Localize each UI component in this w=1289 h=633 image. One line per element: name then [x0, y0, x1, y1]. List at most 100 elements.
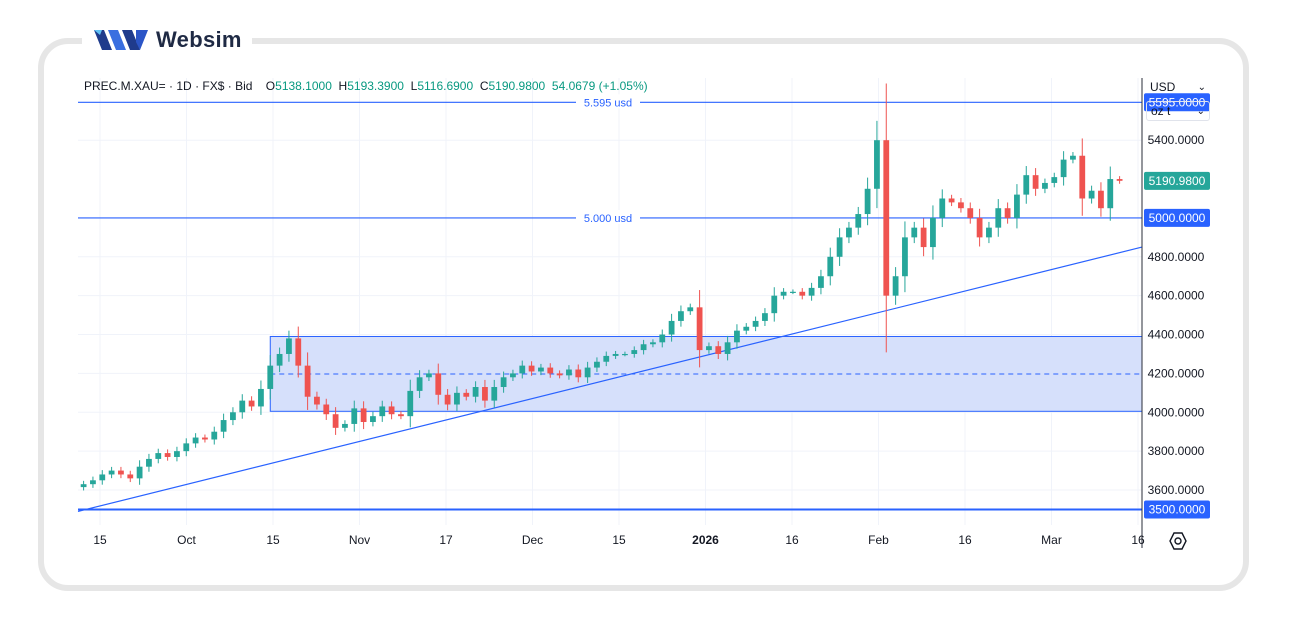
candle-body [1070, 155, 1076, 160]
candle-body [818, 276, 824, 288]
candle-body [603, 355, 610, 362]
chart-frame [38, 38, 1249, 591]
candle-body [454, 392, 460, 405]
candle-body [435, 373, 442, 395]
candle-body [1051, 177, 1058, 183]
candle-body [790, 291, 796, 293]
chevron-down-icon: ⌄ [1197, 81, 1206, 93]
candle-body [883, 140, 890, 296]
time-tick-label: 16 [958, 533, 972, 547]
candle-body [108, 470, 115, 475]
candle-body [416, 377, 423, 391]
time-tick-label: 16 [785, 533, 799, 547]
candle-body [370, 416, 376, 422]
currency-value: USD [1150, 80, 1176, 94]
candle-body [1032, 175, 1039, 189]
candle-body [248, 400, 255, 407]
low-label: L [410, 79, 418, 93]
price-axis[interactable]: 5400.0000 4800.0000 4600.0000 4400.0000 4200… [1148, 133, 1205, 497]
price-tick-label: 4800.0000 [1148, 250, 1205, 264]
candle-body [640, 344, 647, 351]
time-tick-label: Feb [868, 533, 889, 547]
candle-body [874, 140, 880, 189]
candle-body [1116, 179, 1123, 181]
time-axis[interactable]: 15 Oct 15 Nov 17 Dec 15 2026 16 Feb 16 Mar 16 [93, 533, 1145, 547]
candle-body [80, 484, 87, 488]
time-tick-label: 16 [1131, 533, 1145, 547]
level-badge: 3500.0000 [1149, 502, 1206, 516]
candle-body [136, 466, 143, 479]
candle-body [836, 237, 843, 257]
candle-body [155, 453, 162, 459]
last-price-badge-bg [1144, 171, 1210, 190]
candle-body [146, 458, 152, 467]
candle-body [958, 202, 964, 209]
currency-select[interactable]: USD ⌄ [1146, 77, 1210, 97]
separator: · [227, 79, 232, 93]
candle-body [304, 365, 311, 397]
candle-body [659, 334, 666, 343]
time-tick-label: 15 [612, 533, 626, 547]
data-source: FX$ [202, 79, 225, 93]
candle-body [566, 369, 572, 376]
level-label-bg [576, 94, 640, 109]
interval: 1D [176, 79, 192, 93]
price-tick-label: 4200.0000 [1148, 366, 1205, 380]
candle-body [1042, 182, 1048, 189]
candle-body [855, 214, 862, 228]
candle-body [230, 412, 236, 421]
candle-body [967, 208, 974, 218]
separator: · [195, 79, 200, 93]
high-label: H [338, 79, 348, 93]
change-value: 54.0679 (+1.05%) [551, 79, 648, 93]
candle-body [696, 307, 703, 351]
candle-body [687, 307, 694, 312]
separator: · [169, 79, 174, 93]
candle-body [752, 320, 759, 327]
symbol-name[interactable]: PREC.M.XAU= [84, 79, 166, 93]
candle-body [976, 217, 983, 238]
candle-body [948, 198, 955, 203]
candle-body [500, 377, 507, 388]
candle-body [407, 390, 414, 417]
candle-body [771, 295, 778, 314]
candle-body [939, 198, 946, 218]
candle-body [482, 387, 488, 401]
candle-body [575, 369, 582, 378]
open-value: 5138.1000 [275, 79, 332, 93]
candle-body [444, 394, 451, 405]
close-label: C [479, 79, 489, 93]
level-label: 5.000 usd [584, 213, 632, 225]
price-badges: 5595.0000 5000.0000 3500.0000 5190.9800 [1144, 93, 1210, 519]
candle-body [276, 353, 283, 366]
brand-name: Websim [156, 27, 242, 52]
candle-body [808, 287, 815, 296]
candle-body [472, 387, 479, 397]
open-label: O [265, 79, 276, 93]
candle-body [528, 365, 535, 372]
unit-select[interactable]: oz t ⌄ [1146, 101, 1210, 121]
level-badge: 5595.0000 [1149, 95, 1206, 109]
price-tick-label: 3800.0000 [1148, 444, 1205, 458]
candle-body [463, 392, 470, 397]
candle-body [650, 342, 656, 345]
candle-body [192, 437, 199, 444]
candle-body [743, 326, 750, 331]
candle-body [118, 470, 124, 475]
candle-body [902, 237, 908, 277]
candle-body [332, 414, 339, 428]
candle-body [920, 227, 927, 248]
time-tick-label: Oct [177, 533, 196, 547]
candle-body [1014, 194, 1020, 218]
candle-body [995, 208, 1002, 228]
settings-icon[interactable] [1168, 531, 1188, 551]
candle-body [594, 361, 600, 368]
candle-body [715, 346, 722, 354]
candle-body [398, 414, 404, 417]
trend-line[interactable] [77, 246, 1143, 512]
candle-body [360, 408, 367, 422]
candle-body [295, 338, 302, 366]
candle-body [538, 367, 544, 372]
candle-body [220, 420, 227, 432]
